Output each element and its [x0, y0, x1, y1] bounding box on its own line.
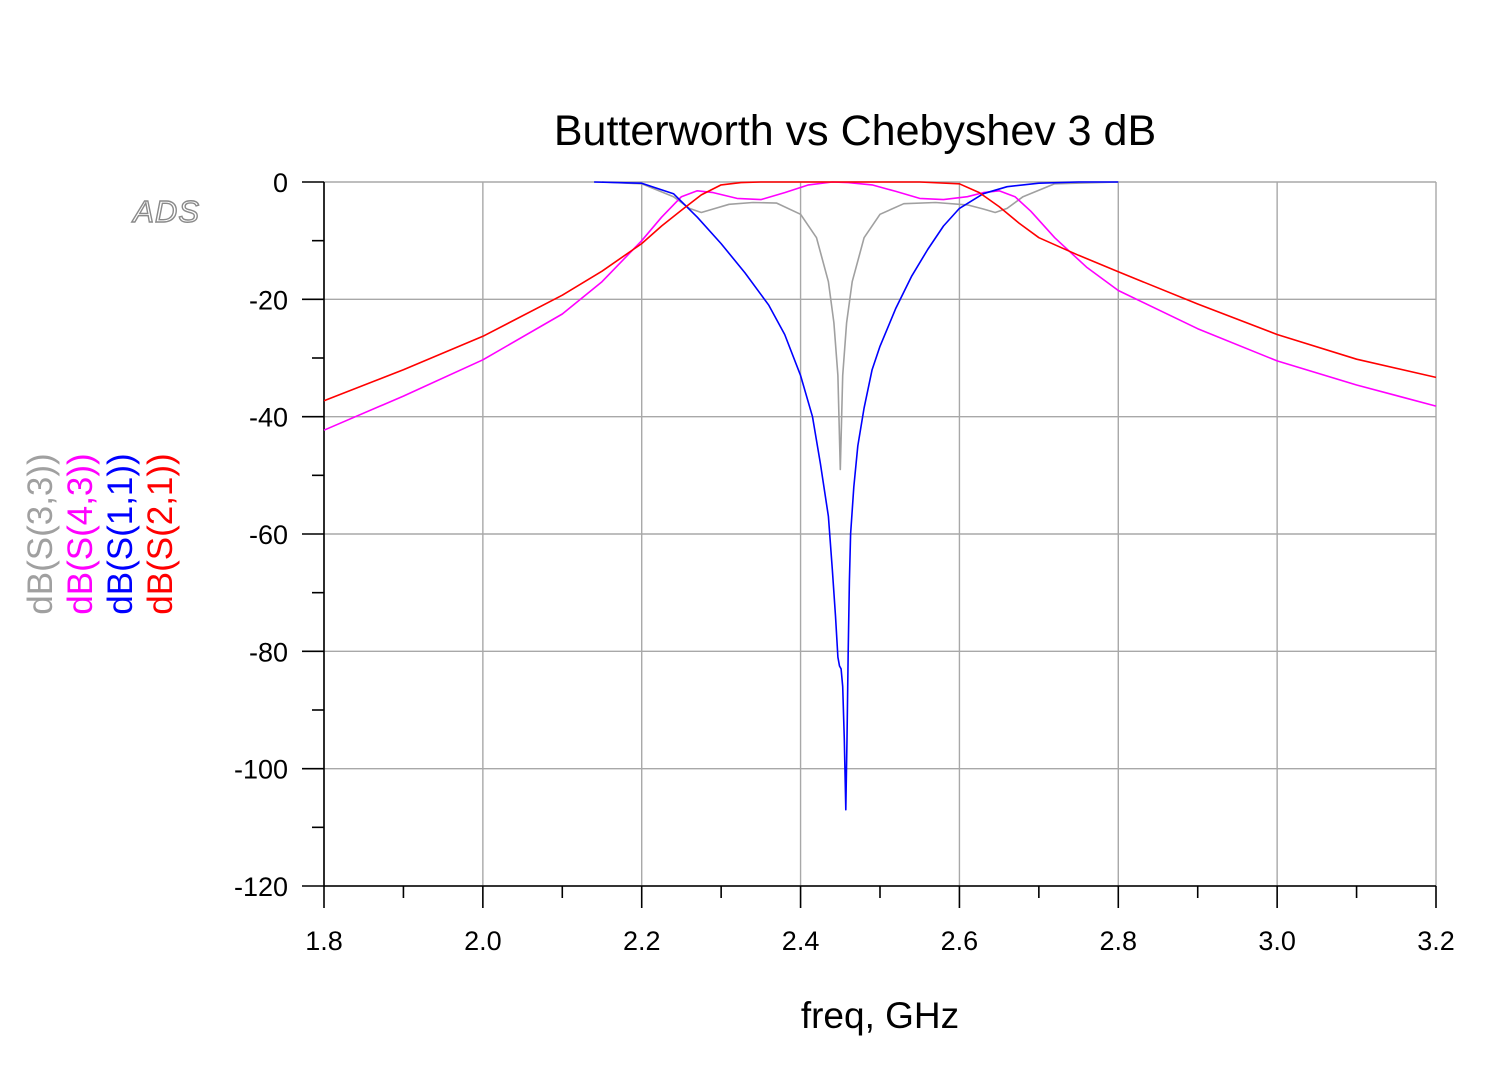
series-line: [323, 181, 1437, 402]
y-tick-label: 0: [273, 168, 288, 198]
y-tick-label: -20: [249, 285, 288, 315]
y-tick-label: -80: [249, 637, 288, 667]
y-axis-series-label: dB(S(3,3)): [21, 453, 60, 614]
x-tick-label: 2.8: [1100, 926, 1138, 956]
x-tick-label: 2.2: [623, 926, 661, 956]
series-line: [594, 181, 1119, 811]
y-tick-label: -100: [234, 755, 288, 785]
x-axis-label: freq, GHz: [801, 995, 959, 1036]
series-lines: [323, 181, 1437, 811]
x-tick-label: 2.0: [464, 926, 502, 956]
x-tick-label: 2.4: [782, 926, 820, 956]
series-line: [601, 181, 1119, 471]
x-tick-label: 2.6: [941, 926, 979, 956]
chart-title: Butterworth vs Chebyshev 3 dB: [554, 107, 1156, 155]
y-tick-label: -60: [249, 520, 288, 550]
x-tick-label: 1.8: [305, 926, 343, 956]
y-axis-series-labels: dB(S(3,3)) dB(S(4,3)) dB(S(1,1)) dB(S(2,1)): [21, 453, 180, 614]
x-tick-label: 3.0: [1258, 926, 1296, 956]
y-tick-label: -120: [234, 872, 288, 902]
grid-lines: [323, 181, 1437, 887]
y-axis-series-label: dB(S(4,3)): [61, 453, 100, 614]
ads-watermark: ADS: [131, 194, 200, 229]
y-axis-series-label: dB(S(1,1)): [101, 453, 140, 614]
x-tick-label: 3.2: [1417, 926, 1455, 956]
y-axis: 0 -20 -40 -60 -80 -100 -120: [234, 168, 324, 902]
series-line: [323, 181, 1437, 431]
x-axis: 1.8 2.0 2.2 2.4 2.6 2.8 3.0 3.2: [305, 886, 1455, 956]
y-tick-label: -40: [249, 403, 288, 433]
y-axis-series-label: dB(S(2,1)): [141, 453, 180, 614]
